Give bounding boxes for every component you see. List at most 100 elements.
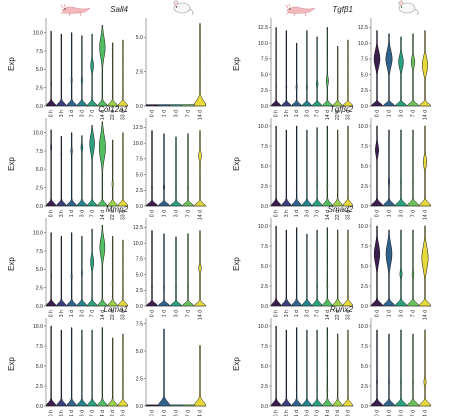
y-tick-label: 0.0 [361, 404, 368, 410]
x-tick-label: 1 d [162, 410, 168, 416]
x-tick-label: 33 d [120, 410, 126, 416]
y-tick-label: 7.5 [36, 249, 43, 255]
y-tick-label: 7.5 [361, 144, 368, 150]
y-tick-label: 0.0 [361, 104, 368, 110]
right-panel: 0.0 2.5 5.0 0 d 1 d 3 d 7 d 14 d [136, 18, 207, 120]
violin-3h [280, 30, 292, 107]
y-tick-label: 5.0 [36, 67, 43, 73]
axolotl-icon [60, 3, 91, 17]
chart-panel-5: Exp Smad2 0.0 2.5 5.0 7.5 10.0 0 h 3 h 1 d 3 d 7 d 1… [232, 205, 432, 320]
y-tick-label: 5.0 [36, 364, 43, 370]
x-tick-label: 33 d [345, 310, 351, 320]
y-tick-label: 7.5 [361, 244, 368, 250]
x-tick-label: 22 d [110, 210, 116, 220]
violin-0d [145, 230, 159, 307]
right-panel: 0.0 2.5 5.0 7.5 10.0 0 d 1 d 3 d 7 d 14 d [358, 218, 432, 320]
y-axis-label: Exp [232, 357, 241, 371]
y-tick-label: 10.0 [358, 124, 368, 130]
violin-7d [181, 104, 195, 107]
axolotl-gills [60, 3, 66, 15]
x-tick-label: 3 d [79, 310, 85, 317]
mouse-eye [175, 6, 178, 8]
x-tick-label: 1 d [69, 310, 75, 317]
y-tick-label: 0.0 [361, 304, 368, 310]
y-tick-label: 10.0 [258, 224, 268, 230]
y-tick-label: 7.5 [261, 144, 268, 150]
violin-33d [117, 239, 129, 307]
x-tick-label: 0 d [375, 210, 381, 217]
y-axis-label: Exp [232, 57, 241, 71]
violin-14d [96, 121, 108, 207]
x-tick-label: 7 d [186, 410, 192, 416]
axolotl-icon [285, 3, 316, 17]
y-tick-label: 7.5 [136, 157, 143, 163]
y-tick-label: 0.0 [361, 204, 368, 210]
x-tick-label: 3 d [399, 410, 405, 416]
x-tick-label: 0 h [49, 110, 55, 117]
x-tick-label: 0 h [49, 410, 55, 416]
x-tick-label: 3 d [79, 210, 85, 217]
violin-0h [270, 225, 282, 307]
x-tick-label: 3 h [284, 110, 290, 117]
x-tick-label: 7 d [186, 310, 192, 317]
x-tick-label: 14 d [100, 210, 106, 220]
violin-33d [117, 132, 129, 207]
violin-3d [394, 329, 408, 407]
y-tick-label: 5.0 [261, 72, 268, 78]
x-tick-label: 14 d [198, 310, 204, 320]
violin-7d [181, 233, 195, 307]
y-tick-label: 5.0 [361, 364, 368, 370]
x-tick-label: 3 h [59, 210, 65, 217]
y-tick-label: 5.0 [136, 349, 143, 355]
y-tick-label: 10.0 [258, 124, 268, 130]
violin-22d [107, 337, 119, 407]
y-tick-label: 5.0 [361, 264, 368, 270]
x-tick-label: 33 d [120, 110, 126, 120]
x-tick-label: 0 h [274, 110, 280, 117]
x-tick-label: 0 h [274, 310, 280, 317]
x-tick-label: 0 d [375, 410, 381, 416]
chart-panel-6: Exp Lama1 0.0 2.5 5.0 7.5 10.0 0 h 3 h 1 d 3 d 7 d 1… [7, 305, 207, 416]
violin-22d [332, 333, 344, 407]
x-tick-label: 1 d [162, 310, 168, 317]
x-tick-label: 7 d [90, 110, 96, 117]
violin-3d [169, 404, 183, 407]
axolotl-gills [285, 3, 291, 15]
x-tick-label: 3 d [399, 110, 405, 117]
x-tick-label: 22 d [335, 410, 341, 416]
x-tick-label: 3 h [284, 210, 290, 217]
violin-3d [394, 36, 408, 107]
left-panel: 0.0 2.5 5.0 7.5 10.0 12.5 0 h 3 h 1 d 3 d 7 d 14 d 2… [258, 18, 354, 120]
x-tick-label: 1 d [294, 110, 300, 117]
x-tick-label: 0 h [49, 310, 55, 317]
x-tick-label: 33 d [120, 210, 126, 220]
right-panel: 0.0 2.5 5.0 7.5 10.0 12.5 0 d 1 d 3 d 7 d 14 d [358, 18, 432, 120]
violin-0d [370, 225, 384, 307]
violin-3h [55, 236, 67, 307]
x-tick-label: 3 h [59, 410, 65, 416]
x-tick-label: 7 d [315, 210, 321, 217]
y-tick-label: 7.5 [36, 344, 43, 350]
y-tick-label: 5.0 [36, 167, 43, 173]
axolotl-eye [289, 8, 291, 10]
x-tick-label: 33 d [345, 110, 351, 120]
left-panel: 0.0 2.5 5.0 7.5 10.0 0 h 3 h 1 d 3 d 7 d 14 d 22 d 3… [258, 218, 354, 320]
mouse-body [173, 2, 191, 14]
mouse-icon [173, 0, 194, 16]
y-tick-label: 0.0 [261, 304, 268, 310]
x-tick-label: 14 d [423, 410, 429, 416]
violin-7d [311, 229, 323, 307]
x-tick-label: 3 d [304, 310, 310, 317]
x-tick-label: 3 d [399, 210, 405, 217]
y-tick-label: 5.0 [136, 35, 143, 41]
violin-3d [301, 30, 313, 107]
x-tick-label: 3 d [174, 310, 180, 317]
x-tick-label: 7 d [186, 110, 192, 117]
axolotl-legs [68, 12, 82, 17]
x-tick-label: 14 d [100, 110, 106, 120]
x-tick-label: 0 d [150, 410, 156, 416]
x-tick-label: 22 d [110, 310, 116, 320]
x-tick-label: 7 d [411, 110, 417, 117]
y-tick-label: 2.5 [361, 184, 368, 190]
